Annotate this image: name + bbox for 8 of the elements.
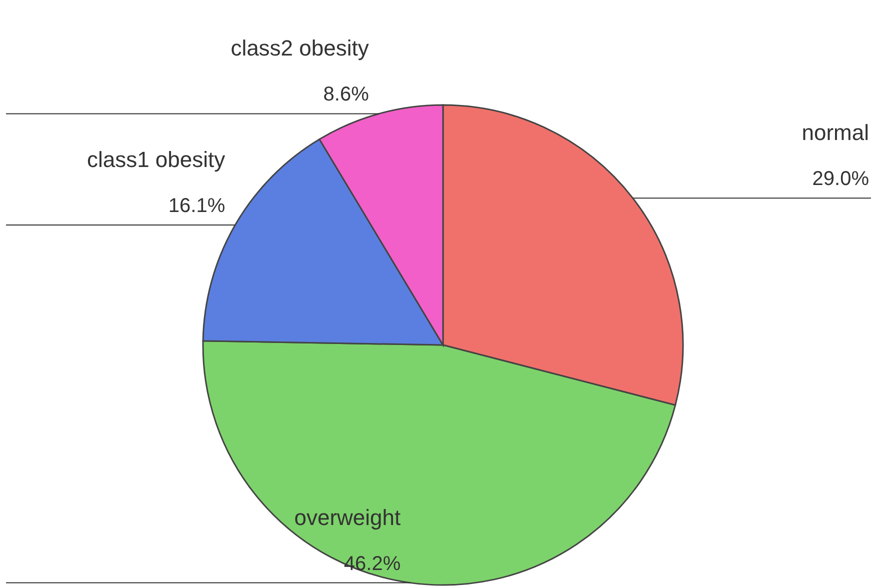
- slice-label: overweight: [294, 504, 401, 530]
- slice-label: normal: [802, 120, 869, 146]
- slice-label: class2 obesity: [230, 36, 369, 61]
- slice-label: class1 obesity: [86, 147, 226, 172]
- data-label: 8.6%: [323, 84, 370, 106]
- data-label: 29.0%: [812, 168, 870, 190]
- data-label: 16.1%: [168, 195, 226, 217]
- data-label: 46.2%: [344, 552, 401, 575]
